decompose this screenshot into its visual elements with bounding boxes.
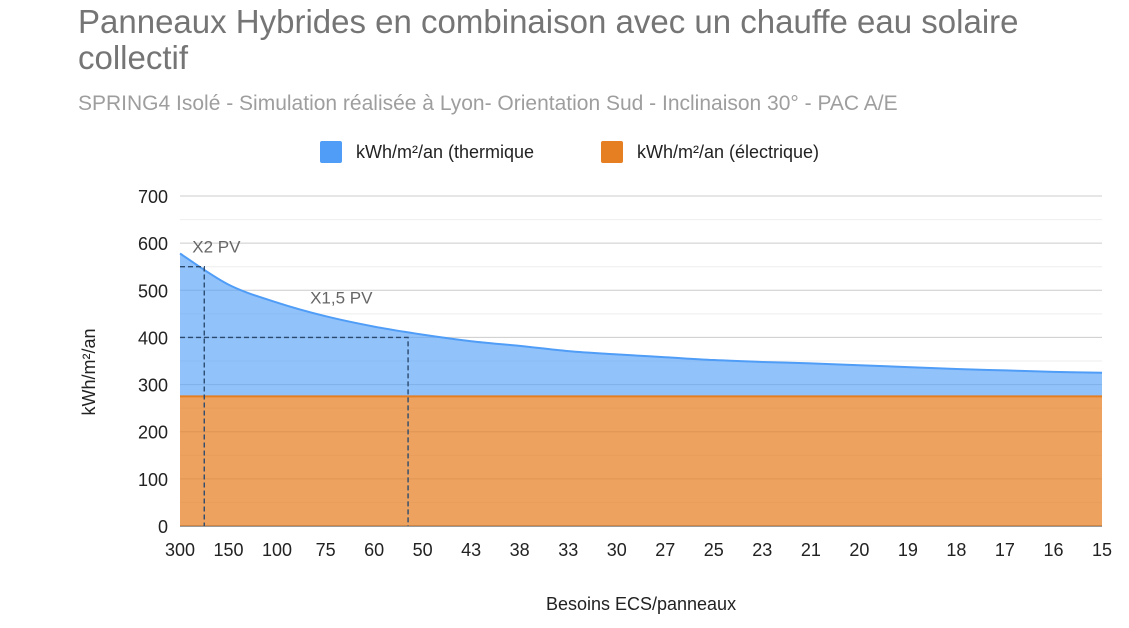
annotation-label: X2 PV <box>192 238 241 257</box>
annotation-guide <box>180 266 205 526</box>
y-tick-label: 100 <box>138 470 168 490</box>
y-tick-label: 400 <box>138 328 168 348</box>
x-tick-label: 150 <box>214 540 244 560</box>
x-axis-title: Besoins ECS/panneaux <box>546 594 736 614</box>
legend-swatch-electrique <box>601 141 623 163</box>
chart-title: Panneaux Hybrides en combinaison avec un… <box>78 3 1019 76</box>
x-tick-label: 17 <box>995 540 1015 560</box>
x-tick-label: 300 <box>165 540 195 560</box>
legend-label-electrique: kWh/m²/an (électrique) <box>637 142 819 162</box>
legend-swatch-thermique <box>320 141 342 163</box>
x-tick-label: 30 <box>607 540 627 560</box>
annotation-guide <box>180 336 409 526</box>
annotation-label: X1,5 PV <box>310 288 373 307</box>
y-tick-label: 600 <box>138 234 168 254</box>
x-tick-label: 19 <box>898 540 918 560</box>
y-tick-label: 200 <box>138 423 168 443</box>
x-tick-label: 25 <box>704 540 724 560</box>
x-tick-label: 21 <box>801 540 821 560</box>
x-tick-label: 15 <box>1092 540 1112 560</box>
x-tick-label: 75 <box>316 540 336 560</box>
y-tick-label: 300 <box>138 376 168 396</box>
x-tick-label: 18 <box>946 540 966 560</box>
x-tick-label: 100 <box>262 540 292 560</box>
series-area-thermique <box>180 253 1102 397</box>
x-tick-label: 43 <box>461 540 481 560</box>
x-tick-label: 38 <box>510 540 530 560</box>
chart-subtitle: SPRING4 Isolé - Simulation réalisée à Ly… <box>78 92 898 115</box>
x-tick-label: 20 <box>849 540 869 560</box>
series-line-thermique <box>179 252 1103 374</box>
x-tick-label: 16 <box>1043 540 1063 560</box>
y-tick-label: 500 <box>138 281 168 301</box>
legend-label-thermique: kWh/m²/an (thermique <box>356 142 534 162</box>
x-tick-label: 33 <box>558 540 578 560</box>
x-tick-label: 23 <box>752 540 772 560</box>
y-axis-title: kWh/m²/an <box>79 328 99 415</box>
series-area-electrique <box>180 396 1102 526</box>
x-tick-label: 50 <box>413 540 433 560</box>
x-tick-label: 27 <box>655 540 675 560</box>
y-tick-label: 700 <box>138 187 168 207</box>
y-tick-label: 0 <box>158 517 168 537</box>
x-tick-label: 60 <box>364 540 384 560</box>
